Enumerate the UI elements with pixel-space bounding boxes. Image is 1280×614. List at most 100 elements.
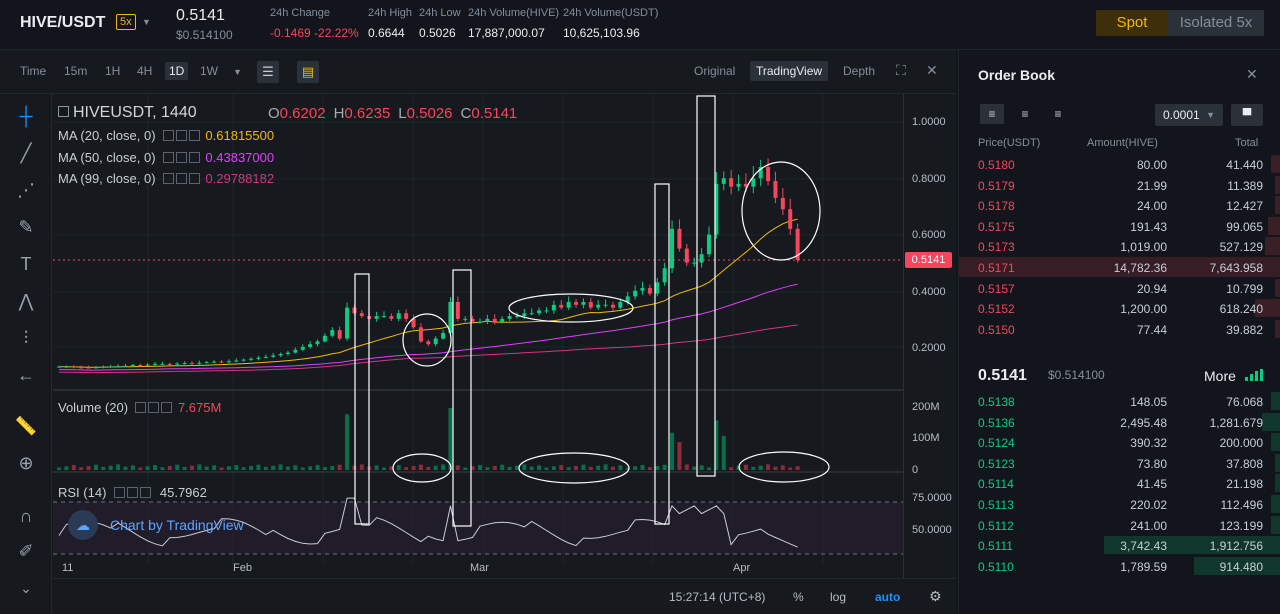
bid-row[interactable]: 0.5110 1,789.59 914.480 xyxy=(959,556,1280,576)
candle-body xyxy=(160,363,165,365)
timeframe-1d[interactable]: 1D xyxy=(165,62,189,80)
ask-row[interactable]: 0.5171 14,782.36 7,643.958 xyxy=(959,257,1280,277)
more-link[interactable]: More xyxy=(1204,368,1236,384)
header-price: Price(USDT) xyxy=(978,137,1041,149)
chevron-down-icon[interactable]: ▼ xyxy=(142,17,151,27)
ask-row[interactable]: 0.5179 21.99 11.389 xyxy=(959,175,1280,195)
book-asks-icon[interactable]: ≡ xyxy=(1054,107,1062,121)
candle-body xyxy=(566,302,571,308)
ask-total: 10.799 xyxy=(1226,281,1263,296)
depth-bar xyxy=(1261,412,1280,431)
volume-bar xyxy=(271,465,276,470)
view-original[interactable]: Original xyxy=(694,64,736,78)
volume-bar xyxy=(618,465,623,470)
log-scale-toggle[interactable]: log xyxy=(830,590,847,604)
pair-title[interactable]: HIVE/USDT xyxy=(20,14,106,31)
spot-tab[interactable]: Spot xyxy=(1096,10,1168,36)
gear-icon[interactable]: ⚙ xyxy=(929,588,942,604)
ask-row[interactable]: 0.5157 20.94 10.799 xyxy=(959,278,1280,298)
timeframe-1w[interactable]: 1W xyxy=(200,64,218,78)
candle-body xyxy=(219,361,224,363)
bid-price: 0.5138 xyxy=(978,395,1015,409)
fullscreen-icon[interactable]: ⛶ xyxy=(896,62,906,78)
back-arrow-icon[interactable]: ← xyxy=(17,365,35,385)
depth-bar xyxy=(1103,536,1280,555)
magnet-icon[interactable]: ∩ xyxy=(19,506,33,526)
text-icon[interactable]: T xyxy=(20,254,32,274)
auto-scale-toggle[interactable]: auto xyxy=(875,590,901,604)
ask-row[interactable]: 0.5173 1,019.00 527.129 xyxy=(959,236,1280,256)
brush-icon[interactable]: ✎ xyxy=(18,217,34,237)
stat-24h-high: 24h High 0.6644 xyxy=(368,7,413,40)
candle-body xyxy=(729,178,734,187)
order-book-title: Order Book xyxy=(978,67,1056,83)
bid-total: 37.808 xyxy=(1226,456,1263,471)
volume-bar xyxy=(175,464,180,470)
ask-row[interactable]: 0.5180 80.00 41.440 xyxy=(959,154,1280,174)
volume-bar xyxy=(322,467,327,470)
trendline-icon[interactable]: ╱ xyxy=(20,143,32,163)
annotation-ellipse xyxy=(738,451,830,483)
percent-scale-toggle[interactable]: % xyxy=(793,590,804,604)
candle-body xyxy=(670,228,675,269)
ask-amount: 1,200.00 xyxy=(1120,302,1167,317)
notes-icon[interactable]: ▤ xyxy=(297,61,319,83)
view-tradingview[interactable]: TradingView xyxy=(750,61,829,81)
bid-row[interactable]: 0.5124 390.32 200.000 xyxy=(959,432,1280,452)
measure-lines-icon[interactable]: ⫶ xyxy=(23,328,29,348)
precision-select[interactable]: 0.0001 ▼ xyxy=(1155,104,1223,126)
collapse-icon[interactable]: ⌄ xyxy=(20,580,32,596)
tradingview-watermark[interactable]: ☁ Chart by TradingView xyxy=(68,510,244,540)
price-axis[interactable]: 1.0000 0.8000 0.6000 0.4000 0.2000 200M … xyxy=(903,94,956,578)
volume-bar xyxy=(795,466,800,470)
ticker-header: HIVE/USDT 5x ▼ 0.5141 $0.514100 24h Chan… xyxy=(0,0,1280,50)
volume-bar xyxy=(485,467,490,470)
candle-body xyxy=(574,302,579,305)
view-depth[interactable]: Depth xyxy=(843,64,876,78)
book-bids-icon[interactable]: ≡ xyxy=(1021,107,1029,121)
timeframe-more-icon[interactable]: ▼ xyxy=(233,67,242,77)
book-both-icon[interactable]: ≡ xyxy=(980,104,1004,124)
bid-row[interactable]: 0.5114 41.45 21.198 xyxy=(959,473,1280,493)
bid-total: 1,912.756 xyxy=(1209,539,1263,554)
lock-drawing-icon[interactable]: ✐ xyxy=(18,541,34,561)
crosshair-icon[interactable]: ┼ xyxy=(19,106,33,126)
ask-row[interactable]: 0.5178 24.00 12.427 xyxy=(959,195,1280,215)
timeframe-15m[interactable]: 15m xyxy=(64,64,88,78)
candle-body xyxy=(130,365,135,366)
indicator-settings-icon[interactable]: ☰ xyxy=(257,61,279,83)
pattern-icon[interactable]: ⋀ xyxy=(18,291,34,311)
candle-body xyxy=(559,304,564,308)
volume-bar xyxy=(692,466,697,470)
candlestick-plot[interactable] xyxy=(53,94,903,578)
candle-body xyxy=(596,304,601,308)
ask-total: 12.427 xyxy=(1226,199,1263,214)
ask-row[interactable]: 0.5152 1,200.00 618.240 xyxy=(959,298,1280,318)
bid-amount: 3,742.43 xyxy=(1120,539,1167,554)
fib-icon[interactable]: ⋰ xyxy=(17,180,35,200)
zoom-in-icon[interactable]: ⊕ xyxy=(18,453,34,473)
bid-row[interactable]: 0.5138 148.05 76.068 xyxy=(959,391,1280,411)
ruler-icon[interactable]: 📏 xyxy=(14,416,38,436)
ask-row[interactable]: 0.5150 77.44 39.882 xyxy=(959,319,1280,339)
volume-bar xyxy=(492,465,497,470)
timeframe-time[interactable]: Time xyxy=(20,64,47,78)
bid-row[interactable]: 0.5123 73.80 37.808 xyxy=(959,453,1280,473)
bid-row[interactable]: 0.5111 3,742.43 1,912.756 xyxy=(959,535,1280,555)
bid-row[interactable]: 0.5136 2,495.48 1,281.679 xyxy=(959,412,1280,432)
bid-row[interactable]: 0.5113 220.02 112.496 xyxy=(959,494,1280,514)
candle-body xyxy=(588,302,593,308)
ask-row[interactable]: 0.5175 191.43 99.065 xyxy=(959,216,1280,236)
isolated-tab[interactable]: Isolated 5x xyxy=(1168,10,1264,36)
timeframe-1h[interactable]: 1H xyxy=(105,64,121,78)
depth-bar xyxy=(1271,515,1280,534)
bid-row[interactable]: 0.5112 241.00 123.199 xyxy=(959,515,1280,535)
volume-bar xyxy=(596,465,601,470)
printer-icon[interactable]: ▀ xyxy=(1231,104,1263,126)
candle-body xyxy=(322,335,327,342)
timeframe-4h[interactable]: 4H xyxy=(137,64,153,78)
close-icon[interactable]: ✕ xyxy=(926,62,938,78)
volume-bar xyxy=(153,465,158,470)
close-icon[interactable]: ✕ xyxy=(1246,66,1258,82)
volume-bar xyxy=(381,467,386,470)
